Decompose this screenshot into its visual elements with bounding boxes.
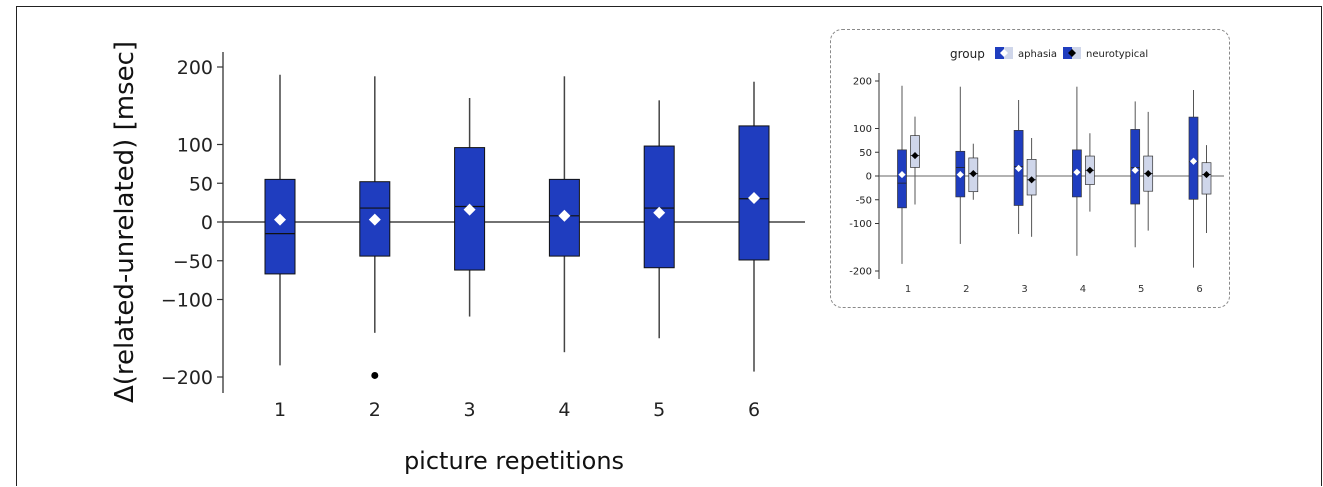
main-outlier-point	[371, 371, 379, 379]
legend-key-aphasia	[995, 47, 1013, 59]
main-x-axis-label: picture repetitions	[404, 447, 624, 475]
inset-box-neurotypical	[1201, 162, 1212, 195]
main-y-tick-label: 200	[177, 57, 213, 79]
inset-box-aphasia	[897, 149, 907, 209]
main-y-tick-label: −200	[161, 367, 213, 389]
inset-x-tick-label: 6	[1196, 284, 1202, 295]
inset-y-tick-label: 200	[853, 77, 872, 88]
inset-y-tick-label: -50	[856, 195, 872, 206]
inset-x-tick-label: 5	[1138, 284, 1144, 295]
legend-title: group	[950, 47, 985, 61]
inset-y-tick-label: 100	[853, 124, 872, 135]
main-x-tick-label: 4	[558, 399, 570, 421]
inset-boxplot-chart: group aphasia neurotypical -200 -100 -50 0 5…	[849, 47, 1224, 295]
main-x-tick-label: 1	[274, 399, 286, 421]
inset-box-neurotypical	[910, 135, 920, 168]
main-x-tick-label: 2	[369, 399, 381, 421]
inset-mean-marker-neurotypical	[1086, 166, 1094, 174]
main-y-tick-label: 0	[201, 212, 213, 234]
main-y-tick-label: 100	[177, 135, 213, 157]
main-boxplot-chart: −200 −100 −50 0 50 100 200 1 2 3 4 5 6 Δ(related-unr…	[110, 41, 805, 475]
main-y-tick-label: 50	[189, 173, 213, 195]
legend-label-aphasia: aphasia	[1018, 49, 1057, 60]
inset-mean-marker-neurotypical	[969, 170, 977, 178]
inset-y-tick-label: 50	[859, 148, 872, 159]
main-x-tick-label: 6	[748, 399, 760, 421]
inset-y-tick-label: -100	[849, 219, 872, 230]
main-mean-marker	[653, 206, 666, 219]
inset-mean-marker-neurotypical	[911, 151, 919, 160]
main-x-tick-label: 3	[464, 399, 476, 421]
inset-mean-marker-aphasia	[1131, 166, 1139, 174]
inset-y-tick-label: -200	[849, 267, 872, 278]
figure-frame	[16, 6, 1322, 486]
inset-mean-marker-aphasia	[956, 170, 964, 179]
main-y-tick-label: −100	[161, 290, 213, 312]
main-mean-marker	[368, 213, 381, 226]
main-box	[264, 178, 296, 275]
inset-x-tick-label: 3	[1021, 284, 1027, 295]
main-mean-marker	[558, 209, 571, 222]
inset-mean-marker-neurotypical	[1144, 170, 1152, 178]
inset-y-tick-label: 0	[866, 172, 872, 183]
inset-mean-marker-aphasia	[898, 170, 906, 179]
main-y-axis-label: Δ(related-unrelated) [msec]	[110, 41, 140, 403]
inset-mean-marker-neurotypical	[1028, 176, 1036, 184]
main-x-tick-label: 5	[653, 399, 665, 421]
inset-x-tick-label: 1	[905, 284, 911, 295]
legend-label-neurotypical: neurotypical	[1086, 49, 1148, 60]
main-mean-marker	[274, 213, 286, 226]
inset-x-tick-label: 2	[963, 284, 969, 295]
main-y-tick-label: −50	[173, 251, 213, 273]
main-mean-marker	[748, 191, 760, 204]
inset-legend: group aphasia neurotypical	[950, 47, 1148, 61]
inset-x-tick-label: 4	[1080, 284, 1086, 295]
main-mean-marker	[463, 203, 476, 216]
legend-key-neurotypical	[1063, 47, 1081, 59]
inset-mean-marker-aphasia	[1073, 168, 1081, 176]
